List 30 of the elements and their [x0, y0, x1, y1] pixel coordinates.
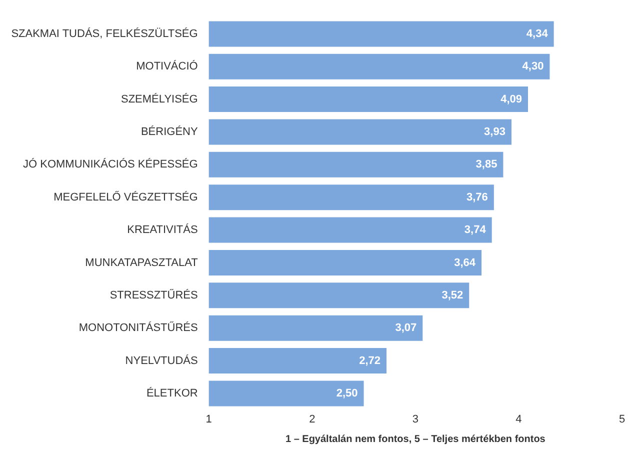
x-axis-title: 1 – Egyáltalán nem fontos, 5 – Teljes mértékben fontos — [285, 434, 546, 445]
y-tick-label: ÉLETKOR — [146, 386, 198, 400]
x-tick-label: 2 — [309, 413, 316, 426]
y-tick-label: MUNKATAPASZTALAT — [85, 256, 198, 269]
y-tick-label: MOTIVÁCIÓ — [136, 60, 198, 73]
data-label: 3,85 — [476, 158, 498, 171]
y-tick-label: KREATIVITÁS — [127, 223, 198, 236]
y-tick-label: JÓ KOMMUNIKÁCIÓS KÉPESSÉG — [23, 158, 198, 171]
data-label: 2,50 — [336, 387, 358, 400]
y-tick-label: NYELVTUDÁS — [125, 354, 198, 367]
data-label: 4,34 — [526, 28, 549, 40]
x-tick-label: 1 — [206, 413, 212, 426]
data-label: 3,76 — [466, 191, 488, 204]
x-tick-label: 4 — [516, 413, 522, 426]
data-label: 3,07 — [395, 322, 417, 334]
x-tick-label: 3 — [412, 413, 418, 426]
y-tick-label: BÉRIGÉNY — [140, 125, 198, 138]
y-tick-label: SZEMÉLYISÉG — [121, 92, 198, 106]
data-label: 3,64 — [454, 256, 476, 269]
y-tick-label: SZAKMAI TUDÁS, FELKÉSZÜLTSÉG — [11, 26, 198, 40]
data-label: 3,93 — [484, 126, 506, 138]
x-tick-label: 5 — [618, 413, 626, 426]
y-tick-label: STRESSZTŰRÉS — [110, 288, 198, 302]
y-tick-label: MEGFELELŐ VÉGZETTSÉG — [54, 190, 198, 204]
data-label: 4,30 — [522, 60, 544, 73]
data-label: 3,52 — [442, 289, 464, 302]
y-tick-label: MONOTONITÁSTŰRÉS — [78, 321, 198, 334]
data-label: 3,74 — [464, 224, 487, 236]
data-label: 2,72 — [359, 354, 380, 367]
data-label: 4,09 — [500, 93, 522, 106]
